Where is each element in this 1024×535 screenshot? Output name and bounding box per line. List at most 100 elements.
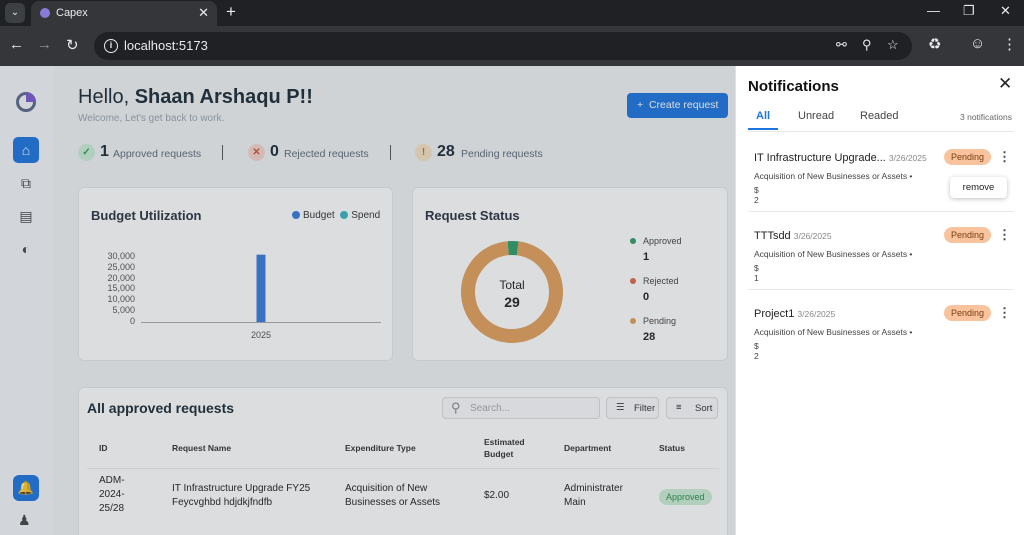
notification-date: 3/26/2025 (888, 153, 927, 163)
password-key-icon[interactable]: ⚯ (836, 37, 847, 52)
column-header[interactable]: Department (564, 443, 612, 453)
donut-total-label: Total (499, 278, 525, 292)
document-icon[interactable]: ▤ (19, 208, 33, 224)
y-tick-label: 25,000 (107, 261, 135, 272)
status-label: Rejected (643, 276, 679, 286)
status-label: Approved (643, 236, 682, 246)
stat-count: 0 (270, 143, 279, 160)
panel-title: Notifications (748, 78, 839, 95)
y-tick-label: 10,000 (107, 294, 135, 305)
plus-icon: + (637, 99, 649, 111)
user-icon[interactable]: ♟ (18, 512, 31, 528)
close-icon[interactable]: ✕ (998, 74, 1013, 93)
restore-icon[interactable]: ❐ (963, 3, 975, 18)
forward-icon[interactable]: → (37, 36, 52, 53)
notification-heading: IT Infrastructure Upgrade... 3/26/2025 (754, 152, 927, 164)
budget-bar-chart: 2025 (251, 254, 271, 340)
omnibox[interactable]: i localhost:5173 ⚯ ⚲ ☆ (94, 32, 912, 60)
welcome-text: Welcome, Let's get back to work. (78, 113, 225, 124)
notification-title: TTTsdd (754, 230, 791, 242)
approved-requests-card: All approved requests ⚲ Search... ☰ Filt… (78, 387, 728, 535)
stat-label: Rejected requests (284, 148, 369, 160)
status-badge: Approved (659, 489, 712, 505)
notification-amount: $ 2 (754, 185, 759, 205)
approved-legend-dot (630, 238, 636, 244)
y-tick-label: 30,000 (107, 250, 135, 261)
y-tick-label: 20,000 (107, 272, 135, 283)
reload-icon[interactable]: ↻ (66, 37, 79, 54)
new-tab-icon[interactable]: + (226, 2, 236, 21)
requests-icon[interactable]: ⧉ (21, 175, 31, 191)
kebab-menu-icon[interactable]: ⋮ (998, 305, 1011, 320)
bookmark-star-icon[interactable]: ☆ (887, 37, 899, 52)
cell-department: Administrater Main (564, 483, 623, 508)
favicon-icon (40, 8, 50, 18)
notification-heading: Project1 3/26/2025 (754, 308, 835, 320)
minimize-icon[interactable]: — (927, 3, 940, 18)
kebab-menu-icon[interactable]: ⋮ (998, 227, 1011, 242)
bar-budget[interactable] (256, 254, 266, 322)
remove-menu-item[interactable]: remove (950, 177, 1007, 198)
status-value: 28 (643, 331, 656, 343)
card-title: Budget Utilization (91, 208, 202, 223)
sort-button[interactable]: ≡ Sort (666, 397, 718, 419)
profile-icon[interactable]: ☺ (970, 35, 986, 52)
tab-all[interactable]: All (756, 110, 771, 122)
pending-legend-dot (630, 318, 636, 324)
cell-expenditure-type: Acquisition of New Businesses or Assets (345, 483, 441, 508)
modal-backdrop[interactable] (0, 66, 735, 535)
filter-button[interactable]: ☰ Filter (606, 397, 659, 419)
filter-icon: ☰ (616, 402, 625, 413)
chrome-menu-icon[interactable]: ⋮ (1002, 36, 1017, 53)
back-icon[interactable]: ← (9, 36, 24, 53)
request-status-card: Request Status Total 29 Approved 1 Rejec… (412, 187, 728, 361)
pending-badge: Pending (944, 227, 992, 243)
column-header[interactable]: Estimated Budget (484, 437, 525, 459)
sort-label: Sort (695, 403, 713, 414)
request-status-donut (461, 241, 563, 343)
status-value: 1 (643, 251, 650, 263)
pending-badge: Pending (944, 305, 992, 321)
tab-close-icon[interactable]: ✕ (198, 5, 209, 20)
zoom-icon[interactable]: ⚲ (862, 37, 872, 52)
status-value: 0 (643, 291, 650, 303)
pending-badge: Pending (944, 149, 992, 165)
column-header[interactable]: Status (659, 443, 685, 453)
stat-count: 28 (437, 143, 455, 160)
tab-search-icon[interactable]: ⌄ (5, 3, 25, 23)
browser-tab[interactable]: Capex ✕ (31, 1, 217, 26)
site-info-icon[interactable]: i (104, 39, 118, 53)
notification-title: Project1 (754, 308, 795, 320)
search-input[interactable]: ⚲ Search... (442, 397, 600, 419)
create-request-button[interactable]: + Create request (627, 93, 728, 118)
notifications-panel: Notifications ✕ All Unread Readed 3 noti… (735, 66, 1024, 535)
greeting: Hello, Shaan Arshaqu P!! (78, 86, 313, 109)
tab-readed[interactable]: Readed (860, 110, 899, 122)
app-logo (16, 92, 36, 112)
notification-count: 3 notifications (960, 112, 1012, 122)
browser-tab-strip: ⌄ Capex ✕ + — ❐ ✕ (0, 0, 1024, 26)
reports-icon[interactable]: ◐ (21, 241, 31, 257)
bell-icon[interactable]: 🔔 (13, 475, 39, 501)
home-icon[interactable]: ⌂ (13, 137, 39, 163)
create-request-label: Create request (648, 99, 719, 111)
budget-legend-dot (292, 211, 300, 219)
window-close-icon[interactable]: ✕ (1000, 3, 1011, 18)
user-name: Shaan Arshaqu P!! (134, 86, 313, 108)
column-header[interactable]: ID (99, 443, 108, 453)
extensions-icon[interactable]: ♻ (928, 36, 942, 53)
url-text[interactable]: localhost:5173 (124, 38, 208, 53)
donut-slice-approved[interactable] (461, 241, 563, 343)
y-tick-label: 15,000 (107, 283, 135, 294)
search-icon: ⚲ (451, 400, 461, 415)
column-header[interactable]: Request Name (172, 443, 232, 453)
tab-unread[interactable]: Unread (798, 110, 835, 122)
column-header[interactable]: Expenditure Type (345, 443, 416, 453)
stat-count: 1 (100, 143, 109, 160)
rejected-legend-dot (630, 278, 636, 284)
greeting-prefix: Hello, (78, 86, 135, 108)
check-icon: ✓ (78, 144, 95, 161)
kebab-menu-icon[interactable]: ⋮ (998, 149, 1011, 164)
stat-label: Pending requests (461, 148, 543, 160)
sort-icon: ≡ (676, 402, 682, 413)
